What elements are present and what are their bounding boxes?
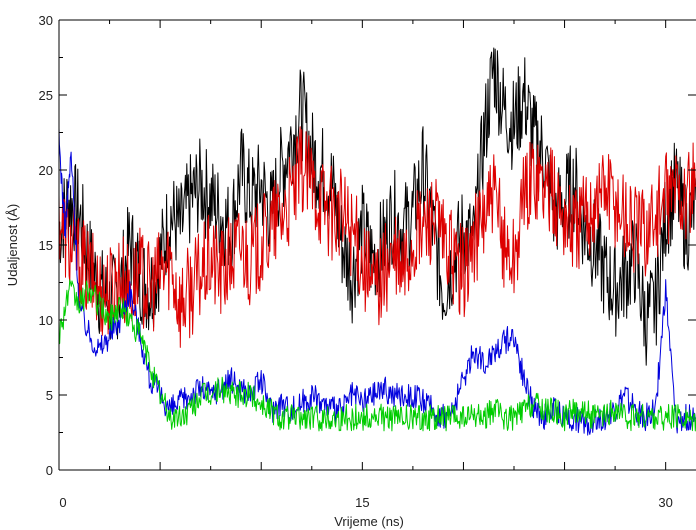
x-tick-label: 30 bbox=[658, 495, 672, 510]
y-axis-title: Udaljenost (Å) bbox=[5, 204, 20, 286]
series-line-4 bbox=[58, 279, 696, 432]
y-tick-label: 20 bbox=[39, 163, 53, 178]
series-line-1 bbox=[58, 47, 696, 366]
series-line-3 bbox=[58, 128, 696, 436]
series-layer bbox=[58, 47, 696, 436]
y-tick-label: 15 bbox=[39, 238, 53, 253]
y-tick-label: 10 bbox=[39, 313, 53, 328]
y-tick-label: 5 bbox=[46, 388, 53, 403]
y-tick-label: 0 bbox=[46, 463, 53, 478]
x-axis-title: Vrijeme (ns) bbox=[334, 514, 404, 529]
x-tick-label: 15 bbox=[355, 495, 369, 510]
series-line-2 bbox=[58, 126, 696, 348]
x-tick-label: 0 bbox=[59, 495, 66, 510]
y-tick-label: 30 bbox=[39, 13, 53, 28]
ticks-layer: 0 5 10 15 20 25 30 0 15 30 bbox=[39, 13, 696, 510]
y-tick-label: 25 bbox=[39, 88, 53, 103]
